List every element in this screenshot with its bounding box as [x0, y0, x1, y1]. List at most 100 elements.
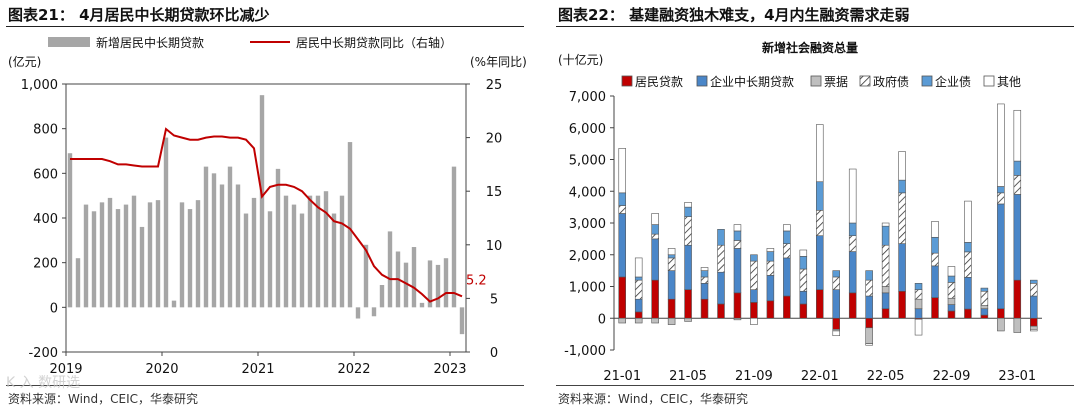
right-tick-label: 15	[486, 185, 503, 200]
x-tick-label: 22-05	[867, 369, 905, 384]
stacked-segment	[914, 298, 923, 310]
x-tick-label: 2020	[145, 362, 178, 377]
bar-new-household-loan	[67, 153, 73, 308]
stacked-segment	[832, 289, 840, 319]
bar-new-household-loan	[211, 173, 217, 308]
stacked-segment	[717, 303, 725, 319]
stacked-segment	[717, 229, 725, 246]
right-title: 图表22： 基建融资独木难支，4月内生融资需求走弱	[558, 6, 910, 24]
right-tick-label: 5	[490, 292, 498, 307]
stacked-segment	[766, 300, 775, 319]
stacked-segment	[651, 279, 659, 319]
bar-new-household-loan	[203, 166, 209, 308]
right-tick-label: 20	[486, 132, 503, 147]
stacked-segment	[881, 308, 890, 319]
stacked-segment	[733, 230, 742, 241]
stacked-segment	[799, 256, 808, 270]
bar-new-household-loan	[131, 195, 137, 308]
x-tick-label: 21-09	[735, 369, 773, 384]
right-tick-label: 0	[490, 346, 498, 361]
bar-new-household-loan	[283, 195, 289, 308]
legend-swatch	[696, 75, 708, 87]
stacked-segment	[684, 244, 692, 290]
stacked-segment	[1030, 329, 1038, 332]
bar-new-household-loan	[195, 200, 201, 308]
legend-label-bars: 新增居民中长期贷款	[96, 35, 204, 50]
stacked-segment	[931, 297, 939, 319]
stacked-segment	[684, 216, 692, 246]
stacked-segment	[651, 238, 659, 281]
x-tick-label: 2021	[241, 362, 274, 377]
stacked-segment	[881, 222, 890, 227]
stacked-segment	[750, 289, 758, 303]
stacked-segment	[783, 243, 791, 259]
stacked-segment	[618, 192, 626, 206]
stacked-segment	[733, 292, 742, 319]
legend-swatch	[859, 75, 871, 87]
stacked-segment	[799, 303, 808, 319]
stacked-segment	[898, 290, 906, 319]
x-tick-label: 2022	[337, 362, 370, 377]
bar-new-household-loan	[363, 244, 369, 308]
stacked-segment	[667, 298, 676, 319]
stacked-segment	[799, 249, 808, 257]
stacked-segment	[947, 275, 956, 283]
stacked-segment	[634, 279, 643, 300]
stacked-segment	[700, 298, 709, 319]
stacked-segment	[881, 244, 890, 287]
stacked-segment	[634, 298, 643, 313]
stacked-segment	[618, 213, 626, 278]
bar-new-household-loan	[379, 285, 385, 308]
stacked-segment	[1030, 325, 1038, 330]
stacked-segment	[881, 225, 890, 246]
left-tick-label: 800	[33, 123, 58, 138]
stacked-segment	[980, 308, 989, 316]
bar-new-household-loan	[307, 195, 313, 308]
stacked-segment	[980, 290, 989, 306]
stacked-segment	[750, 254, 758, 262]
bar-new-household-loan	[347, 142, 353, 308]
stacked-segment	[684, 317, 692, 322]
y-tick-label: 3,000	[569, 217, 606, 232]
left-chart: 新增居民中长期贷款 居民中长期贷款同比（右轴）(亿元) (%年同比)-2000200…	[8, 35, 527, 377]
stacked-segment	[865, 317, 873, 329]
stacked-segment	[980, 314, 989, 319]
stacked-segment	[832, 270, 840, 278]
stacked-segment	[651, 317, 659, 324]
stacked-segment	[848, 168, 857, 224]
legend-swatch	[921, 75, 933, 87]
stacked-segment	[766, 260, 775, 276]
left-title: 图表21： 4月居民中长期贷款环比减少	[8, 6, 270, 24]
stacked-segment	[667, 317, 676, 325]
stacked-segment	[914, 308, 923, 319]
right-tick-label: 10	[486, 239, 503, 254]
stacked-segment	[799, 290, 808, 305]
stacked-segment	[1013, 109, 1022, 162]
stacked-segment	[964, 200, 972, 243]
stacked-segment	[898, 151, 906, 181]
stacked-segment	[634, 311, 643, 319]
stacked-segment	[783, 230, 791, 244]
bar-new-household-loan	[259, 95, 265, 308]
stacked-segment	[832, 317, 840, 330]
stacked-segment	[898, 179, 906, 194]
bar-new-household-loan	[371, 307, 377, 317]
x-tick-label: 21-01	[603, 369, 641, 384]
y-tick-label: 5,000	[569, 154, 606, 169]
x-tick-label: 22-09	[933, 369, 971, 384]
stacked-segment	[865, 279, 873, 297]
stacked-segment	[980, 287, 989, 292]
right-source: 资料来源：Wind，CEIC，华泰研究	[558, 392, 749, 406]
bar-new-household-loan	[355, 307, 361, 319]
y-tick-label: 7,000	[569, 90, 606, 105]
y-tick-label: 4,000	[569, 185, 606, 200]
y-tick-label: 2,000	[569, 249, 606, 264]
right-axis-title: (十亿元)	[558, 52, 603, 67]
bar-new-household-loan	[291, 204, 297, 308]
stacked-segment	[700, 276, 709, 284]
stacked-segment	[733, 317, 742, 321]
left-tick-label: -200	[28, 346, 58, 361]
stacked-segment	[651, 213, 659, 225]
stacked-segment	[881, 292, 890, 310]
stacked-segment	[783, 257, 791, 297]
